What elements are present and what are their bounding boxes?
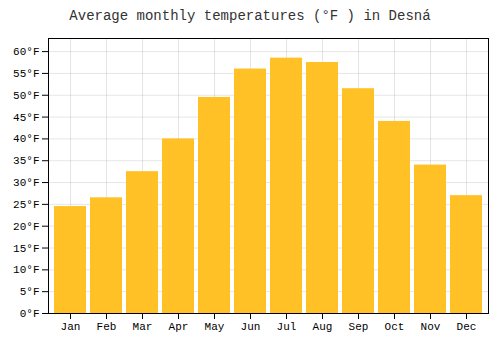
svg-text:Feb: Feb (97, 321, 117, 333)
svg-text:Jul: Jul (277, 321, 297, 333)
svg-text:35°F: 35°F (13, 155, 39, 167)
svg-text:Nov: Nov (421, 321, 441, 333)
svg-text:30°F: 30°F (13, 177, 39, 189)
svg-text:45°F: 45°F (13, 112, 39, 124)
svg-text:0°F: 0°F (20, 308, 40, 320)
svg-text:50°F: 50°F (13, 90, 39, 102)
svg-text:Jan: Jan (61, 321, 81, 333)
svg-text:5°F: 5°F (20, 286, 40, 298)
svg-text:Sep: Sep (349, 321, 369, 333)
svg-text:Mar: Mar (133, 321, 153, 333)
svg-text:15°F: 15°F (13, 243, 39, 255)
svg-text:40°F: 40°F (13, 133, 39, 145)
svg-text:60°F: 60°F (13, 46, 39, 58)
html-text:Average monthly temperatures (: Average monthly temperatures (°F ) in De… (69, 8, 431, 24)
svg-text:10°F: 10°F (13, 264, 39, 276)
svg-text:25°F: 25°F (13, 199, 39, 211)
svg-text:20°F: 20°F (13, 221, 39, 233)
svg-text:55°F: 55°F (13, 68, 39, 80)
svg-text:Oct: Oct (385, 321, 405, 333)
svg-text:May: May (205, 321, 225, 333)
svg-text:Apr: Apr (169, 321, 189, 333)
svg-text:Dec: Dec (457, 321, 477, 333)
svg-text:Aug: Aug (313, 321, 333, 333)
svg-text:Jun: Jun (241, 321, 261, 333)
